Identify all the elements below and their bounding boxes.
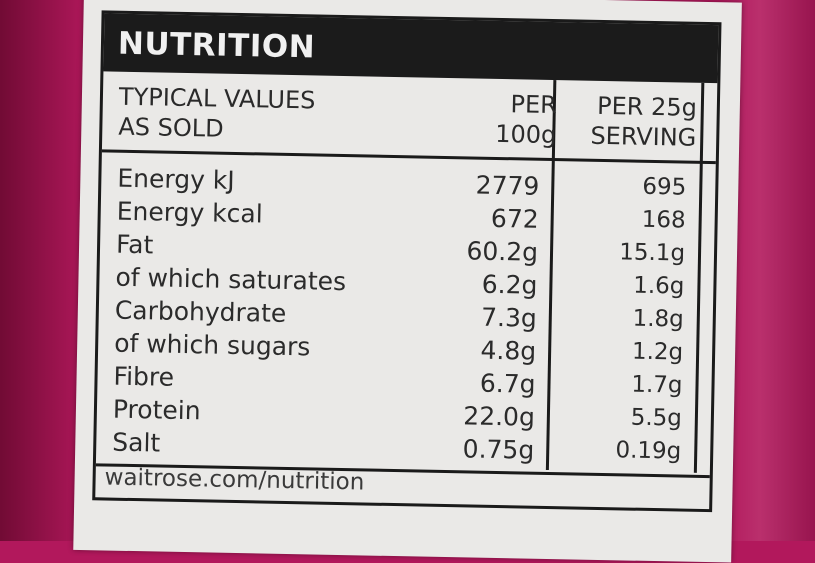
per-100g-line2: 100g <box>494 119 557 150</box>
per-100g-value: 4.8g <box>480 335 537 366</box>
per-100g-heading: PER 100g <box>484 89 557 150</box>
per-100g-value: 7.3g <box>480 302 538 333</box>
per-25g-value: 0.19g <box>615 437 682 465</box>
typical-values-line1: TYPICAL VALUES <box>118 82 316 115</box>
nutrient-name: of which sugars <box>113 328 311 362</box>
header-divider <box>101 149 716 165</box>
per-25g-value: 1.7g <box>631 371 683 399</box>
nutrient-name: Energy kcal <box>116 196 263 229</box>
nutrition-header: NUTRITION <box>103 13 719 84</box>
typical-values-line2: AS SOLD <box>118 112 224 143</box>
nutrient-name: of which saturates <box>115 262 347 297</box>
per-100g-value: 672 <box>490 203 539 234</box>
per-100g-value: 0.75g <box>462 434 535 465</box>
per-25g-value: 5.5g <box>630 404 683 432</box>
per-25g-value: 695 <box>642 173 687 201</box>
per-25g-value: 1.6g <box>632 272 685 300</box>
nutrition-table: NUTRITION TYPICAL VALUES AS SOLD PER 100… <box>92 10 722 513</box>
per-25g-value: 15.1g <box>619 239 686 267</box>
per-100g-value: 6.7g <box>479 368 536 399</box>
nutrient-name: Fibre <box>113 361 175 392</box>
per-100g-value: 2779 <box>475 170 540 201</box>
nutrient-rows: Energy kJ 2779 695 Energy kcal 672 168 F… <box>96 163 716 472</box>
nutrition-label: NUTRITION TYPICAL VALUES AS SOLD PER 100… <box>73 0 742 563</box>
nutrient-name: Carbohydrate <box>114 295 287 328</box>
per-25g-line2: SERVING <box>590 121 697 152</box>
per-25g-value: 1.8g <box>632 305 685 333</box>
nutrient-name: Protein <box>112 394 201 426</box>
typical-values-heading: TYPICAL VALUES AS SOLD <box>118 82 316 146</box>
per-25g-line1: PER 25g <box>596 91 698 122</box>
per-25g-value: 1.2g <box>631 338 684 366</box>
per-100g-line1: PER <box>510 90 558 120</box>
per-100g-value: 22.0g <box>463 401 536 432</box>
nutrient-name: Fat <box>115 229 154 260</box>
per-25g-heading: PER 25g SERVING <box>562 90 697 153</box>
per-100g-value: 6.2g <box>481 269 538 300</box>
per-100g-value: 60.2g <box>466 236 539 267</box>
nutrient-name: Salt <box>112 427 161 458</box>
nutrient-name: Energy kJ <box>117 163 235 195</box>
per-25g-value: 168 <box>641 206 686 234</box>
nutrition-url: waitrose.com/nutrition <box>104 464 365 496</box>
